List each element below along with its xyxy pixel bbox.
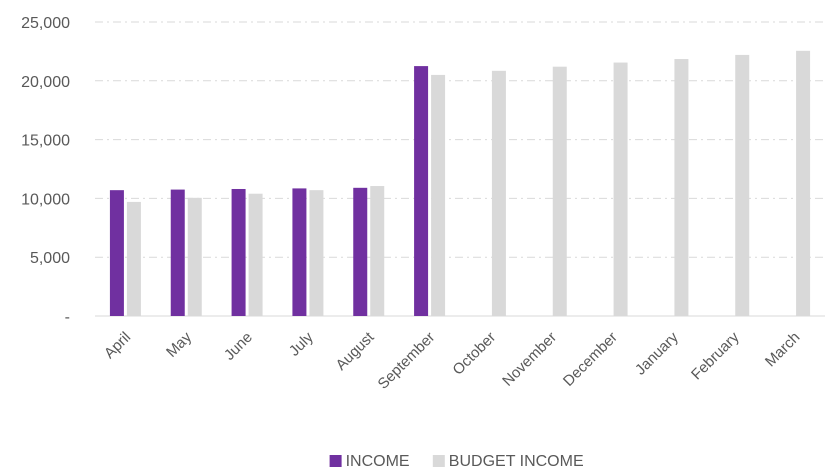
legend-label: BUDGET INCOME bbox=[449, 453, 584, 470]
x-tick-label: July bbox=[286, 328, 317, 359]
income-bar bbox=[109, 190, 124, 316]
y-tick-label: 10,000 bbox=[21, 191, 70, 208]
budget-income-bar bbox=[370, 186, 385, 316]
budget-income-bar bbox=[674, 59, 689, 316]
legend-item-income: INCOME bbox=[329, 453, 410, 470]
y-tick-label: - bbox=[65, 309, 70, 326]
income-bar bbox=[292, 188, 307, 316]
income-bar bbox=[353, 187, 368, 316]
y-tick-label: 15,000 bbox=[21, 133, 70, 150]
budget-income-bar bbox=[735, 54, 750, 316]
budget-income-bar bbox=[187, 197, 202, 316]
income-bar bbox=[414, 66, 429, 316]
budget-income-bar bbox=[613, 62, 628, 317]
x-tick-label: March bbox=[762, 329, 803, 370]
bars bbox=[109, 50, 811, 317]
income-bar bbox=[231, 188, 246, 316]
x-tick-label: December bbox=[560, 329, 621, 390]
income-bar bbox=[170, 189, 185, 316]
budget-income-bar bbox=[796, 50, 811, 316]
legend-swatch bbox=[432, 455, 445, 467]
budget-income-bar bbox=[309, 190, 324, 316]
gridlines bbox=[95, 21, 825, 258]
x-tick-label: June bbox=[221, 329, 256, 364]
budget-income-bar bbox=[491, 70, 506, 316]
x-tick-label: April bbox=[101, 329, 134, 362]
x-tick-label: May bbox=[163, 328, 195, 360]
budget-income-bar bbox=[431, 74, 446, 316]
y-tick-label: 20,000 bbox=[21, 74, 70, 91]
x-tick-label: February bbox=[688, 328, 743, 383]
x-tick-label: August bbox=[333, 328, 379, 374]
legend-swatch bbox=[329, 455, 342, 467]
y-tick-label: 5,000 bbox=[30, 250, 70, 267]
legend-item-budget-income: BUDGET INCOME bbox=[432, 453, 584, 470]
legend: INCOME BUDGET INCOME bbox=[329, 453, 584, 470]
legend-label: INCOME bbox=[346, 453, 410, 470]
x-tick-label: October bbox=[449, 329, 499, 379]
budget-income-bar bbox=[248, 193, 263, 316]
x-tick-label: January bbox=[632, 328, 682, 378]
x-tick-label: November bbox=[499, 329, 560, 390]
budget-income-bar bbox=[126, 201, 141, 316]
y-tick-label: 25,000 bbox=[21, 15, 70, 32]
x-tick-label: September bbox=[375, 329, 439, 393]
budget-income-bar bbox=[552, 66, 567, 316]
